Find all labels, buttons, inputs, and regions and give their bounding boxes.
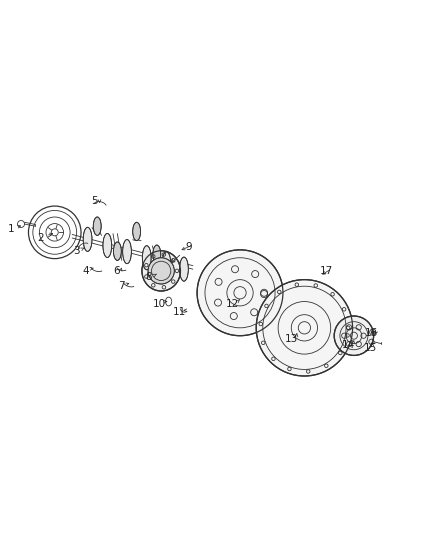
Text: 10: 10 xyxy=(153,298,166,309)
Circle shape xyxy=(256,280,353,376)
Ellipse shape xyxy=(142,251,180,291)
Text: 13: 13 xyxy=(285,334,298,344)
Ellipse shape xyxy=(162,252,171,276)
Text: 7: 7 xyxy=(118,281,125,291)
Text: 17: 17 xyxy=(320,266,333,276)
Text: 14: 14 xyxy=(342,341,355,350)
Ellipse shape xyxy=(142,246,151,270)
Text: 3: 3 xyxy=(73,246,80,256)
Ellipse shape xyxy=(153,245,161,263)
Ellipse shape xyxy=(83,227,92,252)
Text: 8: 8 xyxy=(145,272,152,282)
Text: 2: 2 xyxy=(37,233,44,243)
Ellipse shape xyxy=(113,242,121,260)
Ellipse shape xyxy=(133,222,141,241)
Ellipse shape xyxy=(180,257,188,281)
Text: 11: 11 xyxy=(173,308,186,318)
Circle shape xyxy=(148,258,174,284)
Ellipse shape xyxy=(93,217,101,236)
Circle shape xyxy=(334,316,374,356)
Text: 9: 9 xyxy=(185,242,192,252)
Text: 12: 12 xyxy=(226,298,239,309)
Circle shape xyxy=(197,250,283,336)
Ellipse shape xyxy=(123,239,131,264)
Ellipse shape xyxy=(103,233,112,257)
Text: 1: 1 xyxy=(8,224,15,235)
Text: 16: 16 xyxy=(365,328,378,338)
Text: 5: 5 xyxy=(91,196,98,206)
Text: 4: 4 xyxy=(82,266,89,276)
Text: 15: 15 xyxy=(364,343,377,352)
Text: 6: 6 xyxy=(113,266,120,276)
